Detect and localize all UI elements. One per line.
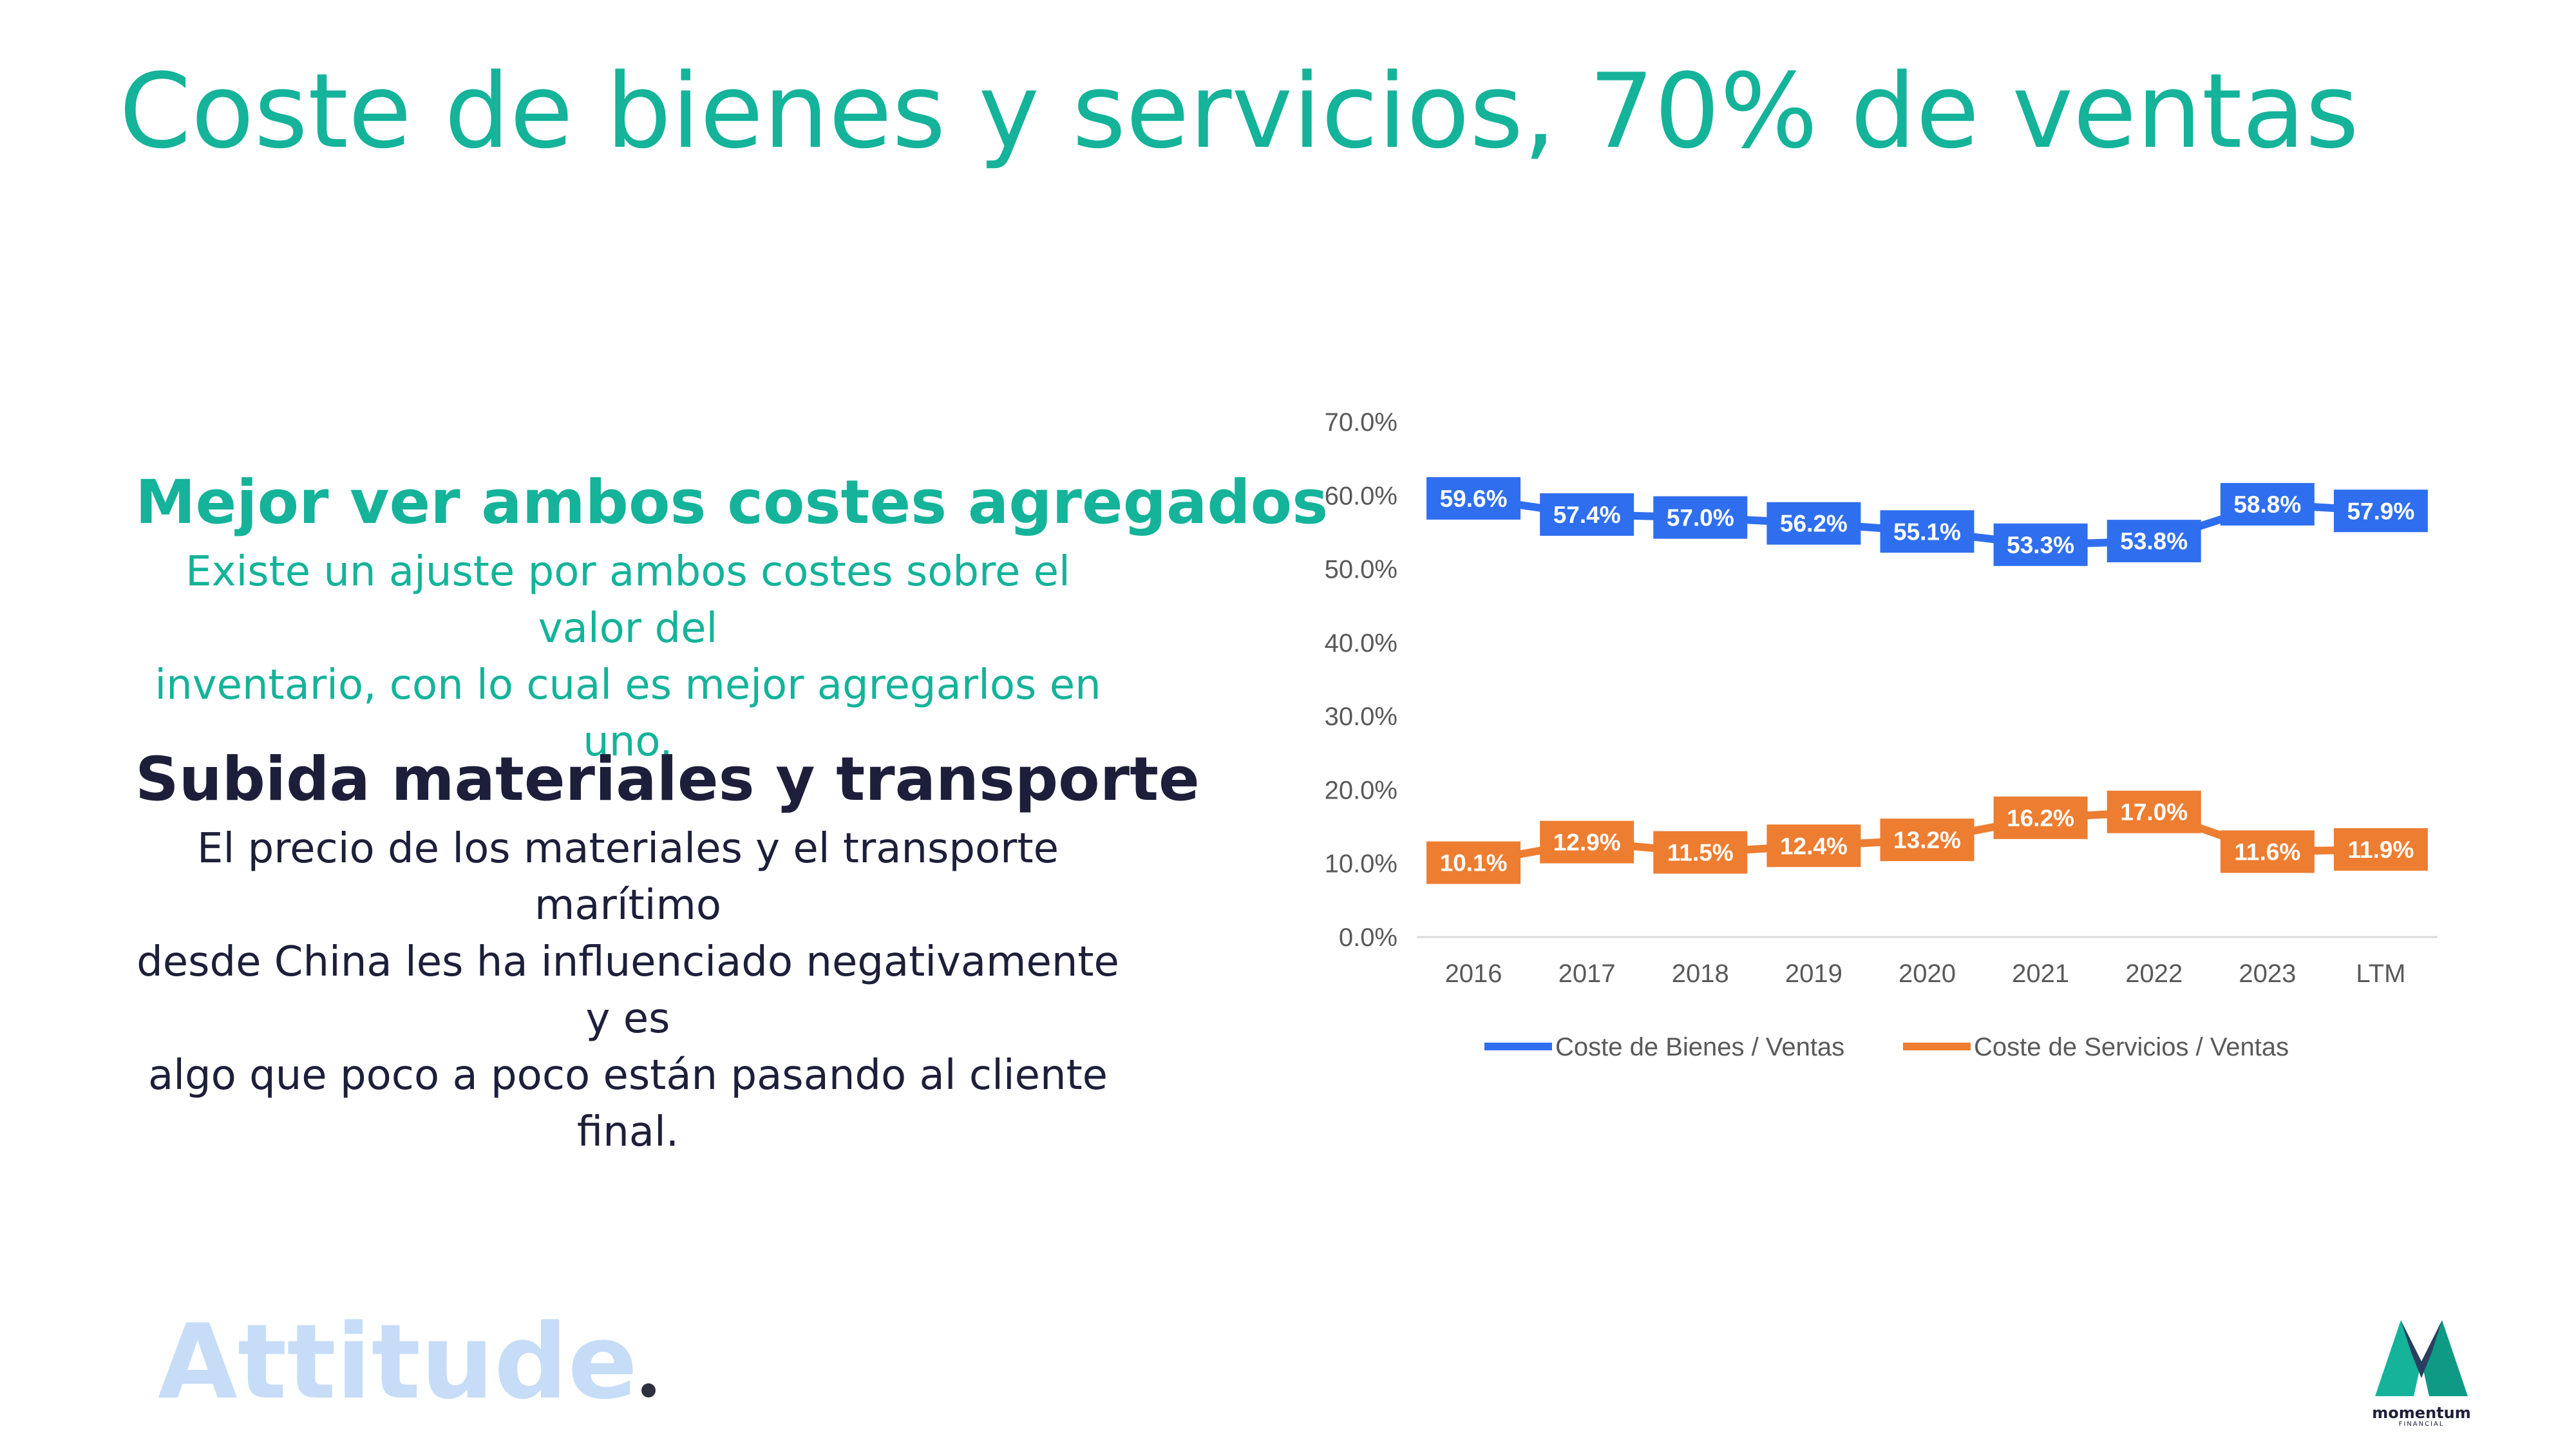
data-point-box: [1993, 796, 2088, 839]
data-label: 53.3%: [2007, 532, 2074, 558]
data-point-box: [1766, 502, 1861, 545]
x-tick-label: 2017: [1558, 960, 1616, 988]
data-label: 53.8%: [2120, 528, 2188, 554]
body-line: El precio de los materiales y el transpo…: [197, 824, 1059, 929]
y-tick-label: 0.0%: [1339, 923, 1397, 952]
data-point-box: [1653, 496, 1748, 539]
data-point-box: [2333, 489, 2428, 533]
data-point-box: [2333, 828, 2428, 871]
data-label: 11.5%: [1667, 840, 1734, 866]
block-heading: Subida materiales y transporte: [135, 744, 1200, 815]
data-point-box: [2107, 790, 2201, 833]
slide-title: Coste de bienes y servicios, 70% de vent…: [119, 51, 2360, 171]
y-tick-label: 40.0%: [1325, 629, 1397, 658]
x-tick-label: 2018: [1672, 960, 1729, 988]
y-tick-label: 60.0%: [1325, 482, 1397, 510]
data-point-box: [1540, 493, 1634, 536]
momentum-subtext: FINANCIAL: [2398, 1421, 2445, 1428]
attitude-logo: Attitude: [158, 1311, 656, 1414]
data-label: 57.4%: [1553, 502, 1621, 528]
body-line: Existe un ajuste por ambos costes sobre …: [185, 547, 1070, 652]
x-tick-label: 2019: [1785, 960, 1842, 988]
x-tick-label: LTM: [2356, 960, 2405, 988]
legend-label: Coste de Bienes / Ventas: [1555, 1033, 1844, 1061]
data-point-box: [1880, 819, 1975, 862]
data-label: 17.0%: [2120, 799, 2188, 826]
y-tick-label: 70.0%: [1325, 408, 1397, 437]
data-label: 56.2%: [1780, 511, 1848, 537]
y-tick-label: 50.0%: [1325, 556, 1397, 584]
data-point-box: [1540, 820, 1634, 864]
block-body: El precio de los materiales y el transpo…: [135, 820, 1121, 1160]
legend-label: Coste de Servicios / Ventas: [1974, 1033, 2289, 1061]
data-label: 11.9%: [2348, 837, 2414, 863]
data-point-box: [1766, 824, 1861, 867]
data-label: 59.6%: [1440, 486, 1508, 512]
text-block-aggregated-costs: Mejor ver ambos costes agregados Existe …: [135, 467, 1329, 770]
y-tick-label: 30.0%: [1325, 703, 1397, 731]
data-label: 13.2%: [1893, 827, 1961, 853]
data-point-box: [2220, 483, 2315, 526]
data-point-box: [2107, 520, 2201, 563]
momentum-logo: momentum FINANCIAL: [2370, 1314, 2473, 1428]
cost-ratio-chart: 0.0% 10.0% 20.0% 30.0% 40.0% 50.0% 60.0% 70.0% 2…: [1282, 380, 2473, 1075]
body-line: inventario, con lo cual es mejor agregar…: [155, 661, 1101, 766]
attitude-wordmark: Attitude: [158, 1302, 638, 1422]
x-tick-label: 2021: [2012, 960, 2069, 988]
data-label: 11.6%: [2234, 838, 2300, 865]
x-tick-label: 2016: [1445, 960, 1502, 988]
y-tick-label: 10.0%: [1325, 850, 1397, 878]
momentum-wordmark: momentum: [2372, 1404, 2471, 1422]
momentum-mountain-icon: [2375, 1320, 2468, 1396]
data-point-box: [1880, 510, 1975, 553]
text-block-materials-transport: Subida materiales y transporte El precio…: [135, 744, 1200, 1160]
data-label: 57.0%: [1667, 505, 1734, 531]
block-heading: Mejor ver ambos costes agregados: [135, 468, 1329, 538]
x-tick-label: 2020: [1899, 960, 1956, 988]
data-point-box: [2220, 830, 2315, 873]
data-point-box: [1653, 831, 1748, 874]
body-line: desde China les ha influenciado negativa…: [137, 938, 1119, 1043]
data-label: 12.9%: [1553, 829, 1621, 856]
data-label: 55.1%: [1893, 518, 1961, 545]
y-tick-label: 20.0%: [1325, 776, 1397, 804]
data-label: 57.9%: [2347, 498, 2414, 524]
data-label: 16.2%: [2007, 805, 2074, 831]
data-label: 10.1%: [1440, 850, 1508, 876]
data-point-box: [1426, 477, 1521, 520]
x-tick-label: 2023: [2239, 960, 2296, 988]
block-body: Existe un ajuste por ambos costes sobre …: [135, 544, 1121, 770]
data-label: 58.8%: [2233, 491, 2301, 518]
line-chart-svg: 0.0% 10.0% 20.0% 30.0% 40.0% 50.0% 60.0% 70.0% 2…: [1325, 408, 2438, 1061]
data-point-box: [1426, 841, 1521, 884]
x-tick-label: 2022: [2125, 960, 2183, 988]
body-line: algo que poco a poco están pasando al cl…: [147, 1051, 1108, 1156]
data-label: 12.4%: [1780, 833, 1848, 859]
attitude-dot: [641, 1383, 656, 1397]
data-point-box: [1993, 523, 2088, 566]
